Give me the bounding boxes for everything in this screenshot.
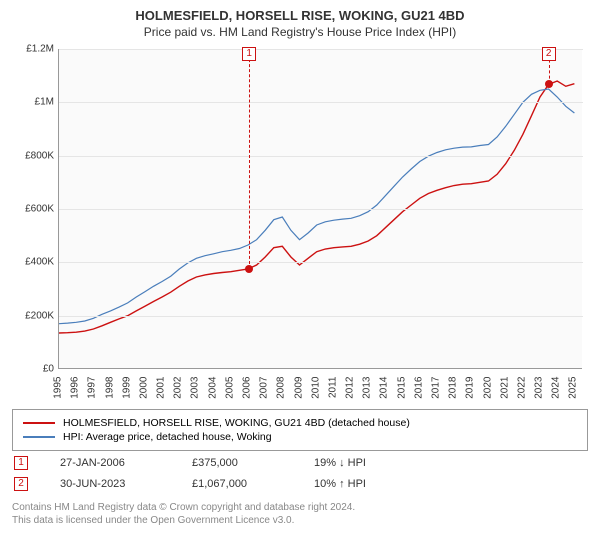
x-tick-label: 2016: [413, 377, 424, 407]
x-tick-label: 2014: [379, 377, 390, 407]
y-tick-label: £200K: [12, 310, 54, 321]
legend-label-property: HOLMESFIELD, HORSELL RISE, WOKING, GU21 …: [63, 417, 410, 429]
sale-row: 1 27-JAN-2006 £375,000 19% ↓ HPI: [12, 451, 588, 472]
marker-box: 1: [242, 47, 256, 61]
series-hpi: [59, 89, 574, 324]
gridline-h: [59, 262, 583, 263]
x-tick-label: 2024: [551, 377, 562, 407]
sale-marker-box: 1: [14, 456, 28, 470]
sale-diff: 19% ↓ HPI: [314, 457, 366, 469]
x-tick-label: 1999: [121, 377, 132, 407]
x-tick-label: 2005: [224, 377, 235, 407]
marker-line: [249, 49, 250, 269]
x-tick-label: 2009: [293, 377, 304, 407]
marker-dot: [545, 80, 553, 88]
x-tick-label: 2003: [190, 377, 201, 407]
y-tick-label: £0: [12, 364, 54, 375]
legend-row-property: HOLMESFIELD, HORSELL RISE, WOKING, GU21 …: [23, 416, 577, 430]
x-tick-label: 2007: [259, 377, 270, 407]
sale-date: 30-JUN-2023: [60, 478, 160, 490]
x-tick-label: 2022: [516, 377, 527, 407]
gridline-h: [59, 209, 583, 210]
gridline-h: [59, 156, 583, 157]
sale-date: 27-JAN-2006: [60, 457, 160, 469]
footnote-line2: This data is licensed under the Open Gov…: [12, 514, 588, 527]
x-tick-label: 2004: [207, 377, 218, 407]
chart-subtitle: Price paid vs. HM Land Registry's House …: [12, 25, 588, 39]
x-tick-label: 2002: [173, 377, 184, 407]
x-tick-label: 2001: [156, 377, 167, 407]
x-tick-label: 2013: [362, 377, 373, 407]
marker-dot: [245, 265, 253, 273]
chart-title: HOLMESFIELD, HORSELL RISE, WOKING, GU21 …: [12, 8, 588, 23]
x-tick-label: 2025: [568, 377, 579, 407]
x-tick-label: 1997: [87, 377, 98, 407]
x-tick-label: 2008: [276, 377, 287, 407]
footnote: Contains HM Land Registry data © Crown c…: [12, 501, 588, 527]
x-tick-label: 2017: [430, 377, 441, 407]
x-tick-label: 2023: [534, 377, 545, 407]
y-tick-label: £400K: [12, 257, 54, 268]
gridline-h: [59, 102, 583, 103]
x-tick-label: 2015: [396, 377, 407, 407]
y-tick-label: £1M: [12, 97, 54, 108]
sale-marker-box: 2: [14, 477, 28, 491]
marker-box: 2: [542, 47, 556, 61]
sale-price: £1,067,000: [192, 478, 282, 490]
series-property: [59, 81, 574, 333]
x-tick-label: 2019: [465, 377, 476, 407]
chart-plot: 12: [58, 49, 582, 369]
gridline-h: [59, 49, 583, 50]
sale-diff: 10% ↑ HPI: [314, 478, 366, 490]
x-tick-label: 2006: [241, 377, 252, 407]
x-tick-label: 2010: [310, 377, 321, 407]
y-tick-label: £1.2M: [12, 44, 54, 55]
legend-swatch-hpi: [23, 436, 55, 438]
x-tick-label: 2011: [327, 377, 338, 407]
x-tick-label: 2012: [345, 377, 356, 407]
x-tick-label: 1996: [70, 377, 81, 407]
y-tick-label: £800K: [12, 150, 54, 161]
x-tick-label: 2020: [482, 377, 493, 407]
y-tick-label: £600K: [12, 204, 54, 215]
sale-row: 2 30-JUN-2023 £1,067,000 10% ↑ HPI: [12, 472, 588, 493]
x-tick-label: 1998: [104, 377, 115, 407]
x-tick-label: 2021: [499, 377, 510, 407]
sale-price: £375,000: [192, 457, 282, 469]
legend-box: HOLMESFIELD, HORSELL RISE, WOKING, GU21 …: [12, 409, 588, 451]
x-tick-label: 2000: [138, 377, 149, 407]
legend-row-hpi: HPI: Average price, detached house, Woki…: [23, 430, 577, 444]
footnote-line1: Contains HM Land Registry data © Crown c…: [12, 501, 588, 514]
gridline-h: [59, 316, 583, 317]
chart-area: 12 £0£200K£400K£600K£800K£1M£1.2M1995199…: [12, 45, 588, 405]
legend-label-hpi: HPI: Average price, detached house, Woki…: [63, 431, 272, 443]
x-tick-label: 2018: [448, 377, 459, 407]
legend-swatch-property: [23, 422, 55, 424]
x-tick-label: 1995: [53, 377, 64, 407]
